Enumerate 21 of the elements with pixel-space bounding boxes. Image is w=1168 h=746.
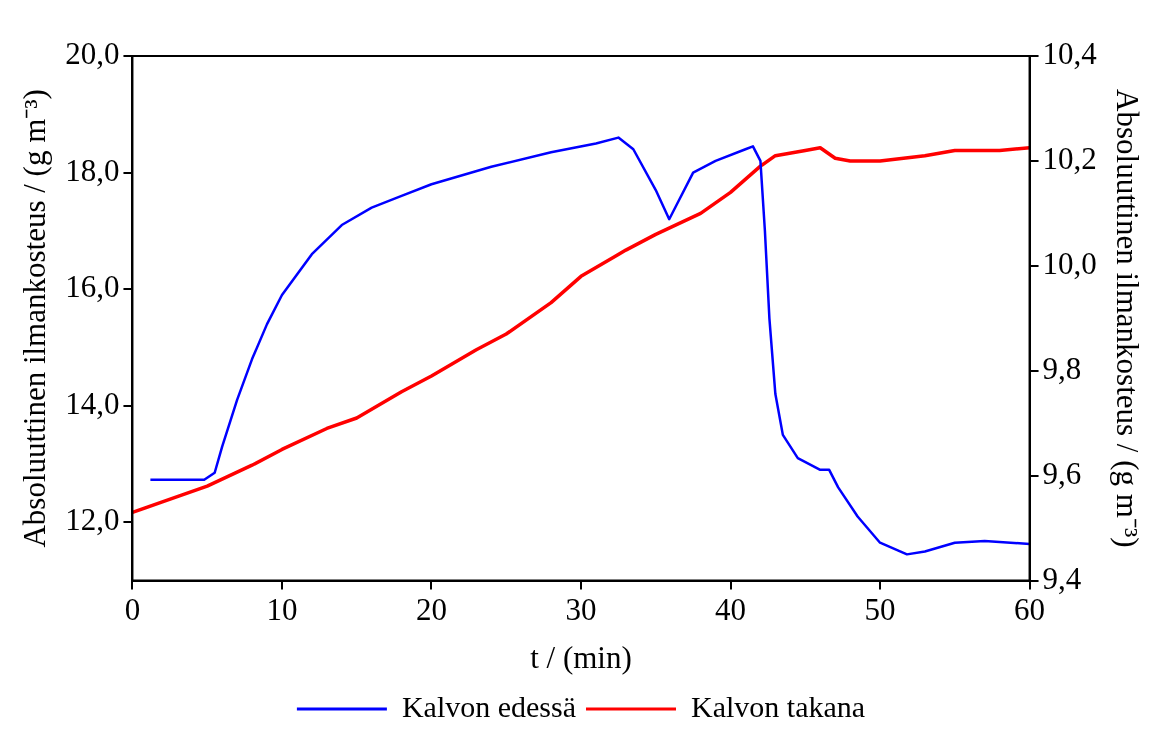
- y2-tick-label: 9,8: [1042, 350, 1082, 386]
- y2-tick-label: 10,2: [1042, 141, 1097, 177]
- x-tick-label: 20: [415, 592, 447, 628]
- x-tick-label: 0: [124, 592, 141, 628]
- y-tick-label: 14,0: [65, 385, 120, 421]
- x-tick-label: 30: [565, 592, 597, 628]
- y2-tick-label: 10,0: [1042, 245, 1097, 281]
- legend-label: Kalvon takana: [691, 689, 866, 723]
- y-tick-label: 12,0: [65, 502, 120, 538]
- y2-tick-label: 9,6: [1042, 455, 1082, 491]
- x-axis-title: t / (min): [530, 639, 632, 675]
- y2-axis-title: Absoluuttinen ilmankosteus / (g m⁻³): [1110, 89, 1146, 548]
- y-tick-label: 20,0: [65, 36, 120, 72]
- y2-tick-label: 10,4: [1042, 36, 1098, 72]
- x-tick-label: 50: [864, 592, 896, 628]
- legend-label: Kalvon edessä: [401, 689, 577, 723]
- x-tick-label: 40: [715, 592, 747, 628]
- x-tick-label: 10: [266, 592, 298, 628]
- y-tick-label: 16,0: [65, 269, 120, 305]
- y-tick-label: 18,0: [65, 152, 120, 188]
- y-axis-title: Absoluuttinen ilmankosteus / (g m⁻³): [16, 89, 52, 548]
